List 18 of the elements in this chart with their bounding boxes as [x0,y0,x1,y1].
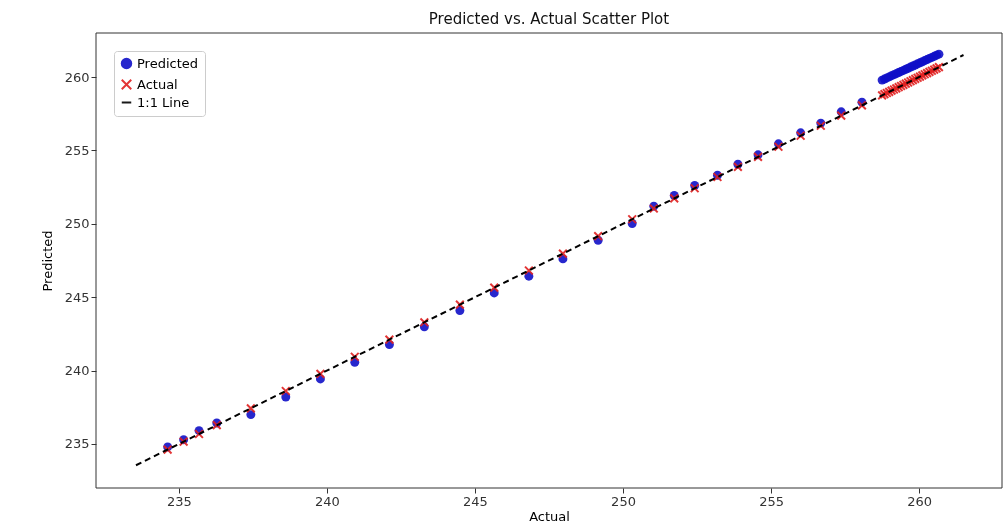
legend-label: Predicted [137,55,199,71]
legend-label: Actual [137,76,178,92]
x-tick-label: 255 [759,493,784,509]
y-tick-label: 245 [64,289,90,305]
chart-title: Predicted vs. Actual Scatter Plot [428,9,670,28]
y-tick-label: 235 [64,436,90,452]
x-tick-label: 235 [166,493,192,509]
y-tick-label: 260 [64,69,90,85]
x-tick-label: 245 [463,493,488,509]
x-tick-label: 260 [907,493,933,509]
y-axis-title: Predicted [39,230,55,292]
x-axis-title: Actual [529,508,570,524]
x-tick-label: 240 [315,493,340,509]
legend-label: 1:1 Line [137,94,190,110]
y-tick-label: 250 [64,216,90,232]
y-tick-label: 255 [64,142,90,158]
y-tick-label: 240 [64,363,90,379]
x-tick-label: 250 [611,493,636,509]
